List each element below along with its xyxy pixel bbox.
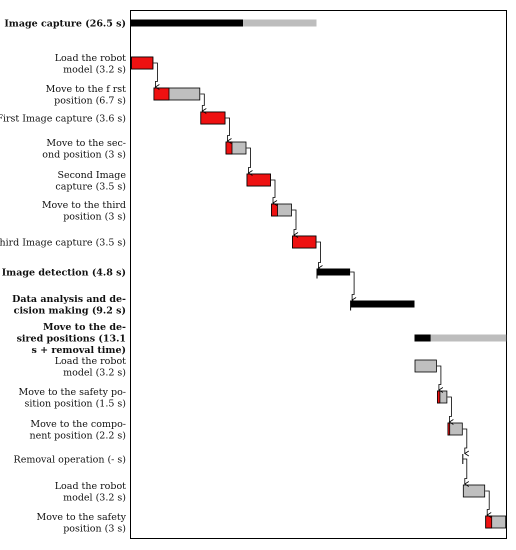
task-label-1: Load the robot model (3.2 s) <box>55 53 126 76</box>
task-bar-progress <box>131 56 154 70</box>
task-label-14: Removal operation (- s) <box>14 455 126 466</box>
task-label-line: cision making (9.2 s) <box>14 305 126 316</box>
dependency-arrow <box>271 179 278 206</box>
dependency-arrow <box>316 241 323 271</box>
task-label-5: Second Image capture (3.5 s) <box>55 170 126 193</box>
task-label-line: position (3 s) <box>63 211 126 222</box>
summary-bar-progress <box>414 334 431 342</box>
task-label-line: Move to the f rst <box>46 84 127 95</box>
task-label-line: nent position (2.2 s) <box>29 430 126 441</box>
task-label-line: Load the robot <box>55 53 126 64</box>
task-label-line: ond position (3 s) <box>42 149 126 160</box>
task-bar-progress <box>153 87 170 101</box>
task-label-16: Move to the safety position (3 s) <box>37 512 127 535</box>
task-label-line: Image detection (4.8 s) <box>2 268 126 279</box>
task-labels: Image capture (26.5 s)Load the robot mode… <box>0 19 127 535</box>
task-label-line: model (3.2 s) <box>63 64 126 75</box>
task-label-10: Move to the de-sired positions (13.1 s + … <box>17 322 126 356</box>
task-label-line: Third Image capture (3.5 s) <box>0 238 126 249</box>
task-bar-progress <box>200 111 226 125</box>
task-label-line: position (6.7 s) <box>54 95 126 106</box>
dependency-arrow <box>447 396 454 425</box>
task-bar-progress <box>447 422 451 436</box>
task-label-11: Load the robot model (3.2 s) <box>55 356 126 379</box>
dependency-arrow <box>225 117 232 144</box>
task-label-15: Load the robot model (3.2 s) <box>55 481 126 504</box>
task-label-line: Move to the third <box>42 200 126 211</box>
task-label-line: Load the robot <box>55 356 126 367</box>
task-label-line: Image capture (26.5 s) <box>4 19 126 30</box>
summary-bar-progress <box>131 19 243 27</box>
dependency-arrow <box>292 209 299 238</box>
summary-bar-remaining <box>414 334 507 342</box>
task-bar-progress <box>485 515 493 529</box>
task-label-6: Move to the third position (3 s) <box>42 200 126 223</box>
dependency-arrow <box>436 365 444 393</box>
task-label-7: Third Image capture (3.5 s) <box>0 238 126 249</box>
task-label-2: Move to the f rst position (6.7 s) <box>46 84 127 107</box>
task-label-line: Move to the de- <box>43 322 126 333</box>
task-label-8: Image detection (4.8 s) <box>2 268 126 279</box>
dependency-arrow <box>153 62 160 90</box>
task-label-line: position (3 s) <box>63 523 126 534</box>
task-bar <box>462 484 486 498</box>
task-bar-progress <box>225 141 233 155</box>
task-label-line: model (3.2 s) <box>63 492 126 503</box>
task-bar <box>414 359 437 373</box>
dependency-arrows <box>153 62 492 518</box>
dependency-arrow <box>462 428 470 457</box>
task-label-0: Image capture (26.5 s) <box>4 19 126 30</box>
task-label-line: Move to the safety po- <box>19 387 126 398</box>
task-label-line: Move to the compo- <box>30 419 126 430</box>
task-label-13: Move to the compo-nent position (2.2 s) <box>29 419 126 442</box>
task-label-line: Removal operation (- s) <box>14 455 126 466</box>
task-label-line: Load the robot <box>55 481 126 492</box>
dependency-arrow <box>350 271 357 303</box>
task-label-line: s + removal time) <box>31 345 126 356</box>
task-bars <box>131 19 507 529</box>
phase-bar <box>350 300 415 308</box>
task-bar-progress <box>436 390 441 404</box>
task-bar-progress <box>292 235 317 249</box>
task-label-3: First Image capture (3.6 s) <box>0 114 126 125</box>
task-label-12: Move to the safety po-sition position (1… <box>19 387 126 410</box>
phase-bar <box>316 268 351 276</box>
task-label-line: model (3.2 s) <box>63 367 126 378</box>
task-bar-progress <box>246 173 271 187</box>
task-label-line: sired positions (13.1 <box>17 334 126 345</box>
task-label-line: Move to the sec- <box>46 138 126 149</box>
dependency-arrow <box>485 490 492 518</box>
dependency-arrow <box>246 147 253 176</box>
task-label-9: Data analysis and de-cision making (9.2 … <box>12 294 126 317</box>
task-bar-progress <box>271 203 278 217</box>
dependency-arrow <box>200 93 207 114</box>
task-label-line: Move to the safety <box>37 512 127 523</box>
task-label-line: capture (3.5 s) <box>55 181 126 192</box>
dependency-arrow <box>462 458 470 487</box>
task-label-line: Data analysis and de- <box>12 294 126 305</box>
task-label-4: Move to the sec-ond position (3 s) <box>42 138 126 161</box>
task-label-line: sition position (1.5 s) <box>25 398 126 409</box>
task-label-line: Second Image <box>57 170 126 181</box>
task-label-line: First Image capture (3.6 s) <box>0 114 126 125</box>
